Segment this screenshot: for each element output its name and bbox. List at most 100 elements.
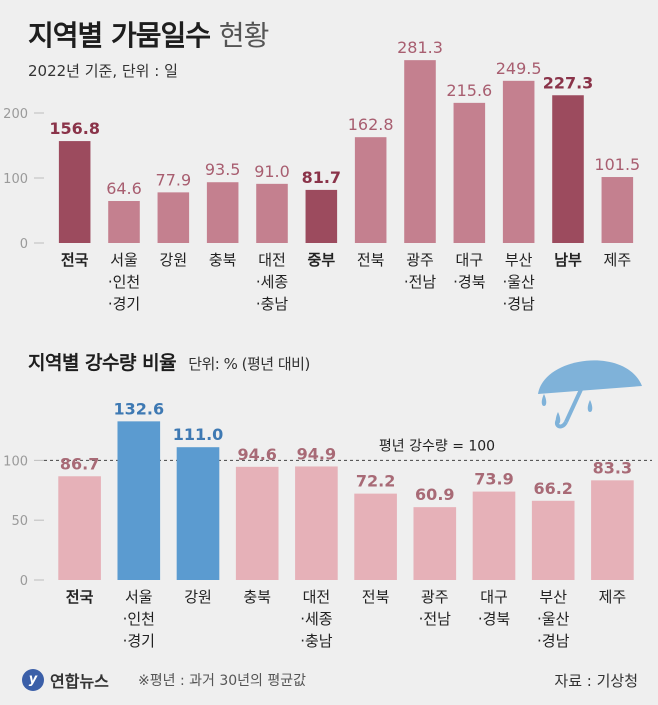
category-label: ·경북: [453, 273, 485, 291]
category-label: ·울산: [537, 610, 570, 628]
data-label: 94.9: [297, 444, 336, 463]
category-label: 강원: [160, 251, 188, 269]
yonhap-logo-icon: y: [22, 669, 44, 691]
bar: [472, 491, 516, 580]
category-label: 충북: [243, 588, 271, 606]
category-label: ·전남: [404, 273, 437, 291]
category-label: 제주: [599, 588, 627, 606]
category-label: ·인천: [108, 273, 140, 291]
data-label: 101.5: [594, 155, 640, 174]
y-tick-label: 200: [3, 107, 28, 122]
bar: [591, 480, 634, 580]
bar: [256, 183, 288, 243]
category-label: 대전: [303, 588, 331, 606]
title-main: 지역별 가뭄일수: [28, 19, 211, 52]
data-label: 83.3: [593, 458, 632, 477]
category-label: 서울: [125, 588, 153, 606]
umbrella-icon: [538, 360, 642, 429]
bar: [176, 447, 220, 580]
bar: [413, 507, 457, 580]
category-label: 전국: [66, 588, 94, 606]
data-label: 77.9: [156, 170, 192, 189]
reference-label: 평년 강수량 = 100: [379, 438, 495, 454]
bar: [453, 102, 486, 243]
data-label: 281.3: [397, 38, 443, 57]
bar: [354, 493, 397, 580]
category-label: ·울산: [502, 273, 535, 291]
drought-days-chart: 0 100 200 156.8 전국 64.6 서울 ·인천 ·경기 77.9 강원 93.5 충북 91…: [3, 38, 640, 313]
category-label: ·충남: [256, 295, 289, 313]
category-label: 대구: [456, 251, 484, 269]
bar: [235, 466, 279, 580]
category-label: ·경기: [108, 295, 140, 313]
category-label: ·경기: [123, 632, 155, 650]
category-label: 전북: [357, 251, 385, 269]
bar: [305, 189, 338, 243]
category-label: 부산: [539, 588, 567, 606]
data-label: 94.6: [237, 445, 276, 464]
y-tick-label: 0: [20, 574, 28, 589]
y-tick-label: 100: [3, 172, 28, 187]
bar: [552, 95, 584, 243]
title2-unit: 단위: % (평년 대비): [188, 355, 310, 373]
bar: [58, 476, 101, 580]
category-label: 부산: [505, 251, 533, 269]
bar: [58, 141, 91, 243]
data-label: 72.2: [356, 472, 395, 491]
category-label: 광주: [421, 588, 449, 606]
bar: [601, 177, 634, 243]
category-label: ·인천: [123, 610, 155, 628]
bar: [108, 201, 140, 243]
category-label: 대전: [258, 251, 286, 269]
rain-ratio-title: 지역별 강수량 비율 단위: % (평년 대비): [28, 348, 310, 375]
category-label: 충북: [209, 251, 237, 269]
bar: [531, 500, 575, 580]
bar: [157, 192, 190, 243]
category-label: ·세종: [256, 273, 288, 291]
data-label: 156.8: [49, 119, 100, 138]
category-label: 전국: [61, 251, 89, 269]
category-label: ·경남: [537, 632, 570, 650]
title-sub: 현황: [218, 19, 270, 52]
bar: [295, 466, 338, 580]
data-label: 93.5: [205, 160, 241, 179]
category-label: ·경남: [502, 295, 535, 313]
data-label: 215.6: [446, 81, 492, 100]
y-tick-label: 100: [3, 454, 28, 469]
yonhap-logo: y 연합뉴스: [22, 668, 109, 692]
chart-meta: 2022년 기준, 단위 : 일: [28, 62, 178, 80]
data-label: 81.7: [302, 168, 341, 187]
category-label: ·세종: [300, 610, 332, 628]
category-label: 광주: [406, 251, 434, 269]
data-label: 132.6: [113, 399, 164, 418]
logo-text: 연합뉴스: [50, 672, 109, 691]
bar: [404, 60, 436, 243]
category-label: ·경북: [478, 610, 510, 628]
data-label: 60.9: [415, 485, 454, 504]
data-label: 227.3: [543, 73, 594, 92]
source: 자료 : 기상청: [554, 672, 638, 690]
data-label: 91.0: [254, 162, 290, 181]
data-label: 86.7: [60, 454, 99, 473]
category-label: 강원: [184, 588, 212, 606]
chart-title: 지역별 가뭄일수 현황: [28, 14, 270, 54]
category-label: ·전남: [419, 610, 452, 628]
category-label: 제주: [604, 251, 632, 269]
bar: [354, 137, 387, 243]
title2-main: 지역별 강수량 비율: [28, 352, 177, 374]
y-tick-label: 0: [20, 237, 28, 252]
footnote: ※평년 : 과거 30년의 평균값: [138, 673, 306, 689]
rain-ratio-chart: 0 50 100 평년 강수량 = 100 86.7 전국 132.6 서울 ·인천 ·경기 111…: [3, 399, 652, 650]
bar: [206, 182, 239, 243]
category-label: 서울: [110, 251, 138, 269]
category-label: 대구: [480, 588, 508, 606]
category-label: 중부: [308, 251, 336, 269]
data-label: 249.5: [496, 59, 542, 78]
bar: [117, 421, 161, 580]
data-label: 64.6: [106, 179, 142, 198]
category-label: 전북: [362, 588, 390, 606]
bar: [502, 80, 535, 243]
y-tick-label: 50: [11, 514, 28, 529]
data-label: 162.8: [348, 115, 394, 134]
data-label: 111.0: [173, 425, 224, 444]
